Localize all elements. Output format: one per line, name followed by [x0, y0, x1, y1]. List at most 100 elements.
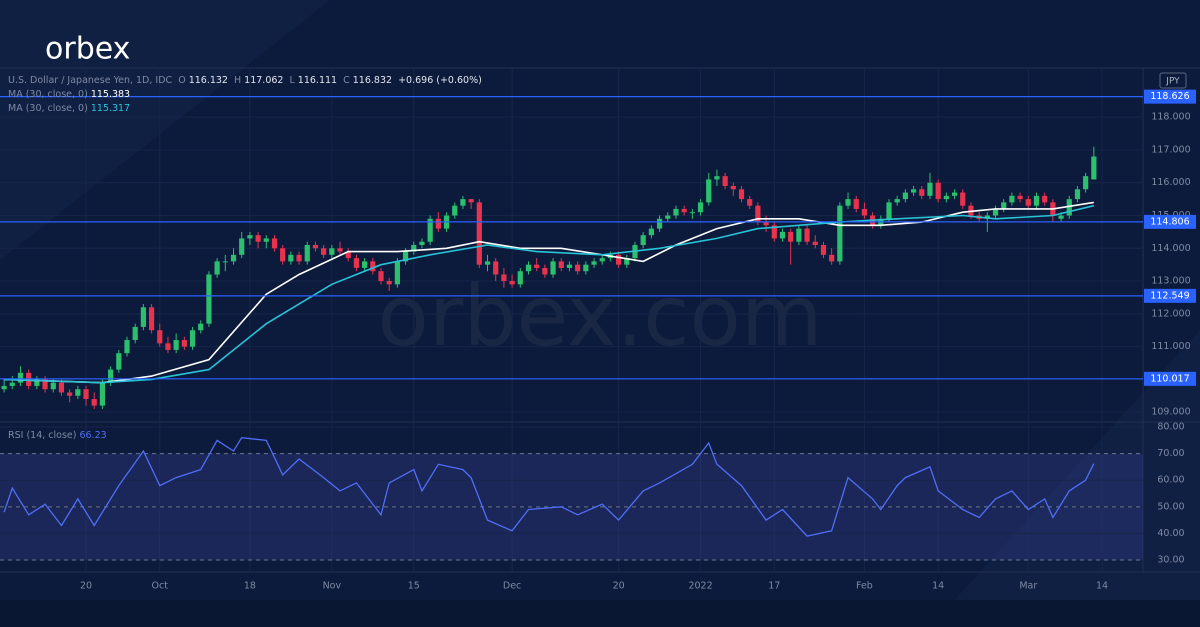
- candle-body: [91, 399, 97, 406]
- candle-body: [525, 264, 532, 272]
- candle-body: [312, 245, 319, 249]
- candle-body: [124, 340, 130, 354]
- ohlc-value: 116.832: [352, 75, 393, 86]
- candle-body: [1, 385, 7, 390]
- ohlc-label: C: [343, 75, 350, 86]
- candle-body: [181, 340, 187, 347]
- candle-body: [665, 215, 671, 219]
- ohlc-label: H: [234, 75, 242, 86]
- candle-body: [624, 258, 630, 265]
- candle-body: [50, 382, 56, 390]
- unit-label: JPY: [1165, 77, 1180, 87]
- rsi-line: [3, 437, 1095, 537]
- candle-body: [362, 261, 368, 268]
- candle-body: [402, 251, 409, 262]
- x-tick-label: Mar: [1019, 581, 1037, 592]
- candle-body: [640, 235, 646, 245]
- candle-body: [99, 382, 106, 406]
- y-tick-label: 30.00: [1157, 555, 1184, 566]
- candle-body: [820, 245, 827, 255]
- candle-body: [435, 218, 441, 229]
- ma-value: 115.383: [90, 89, 131, 100]
- candle-body: [788, 231, 794, 242]
- candle-body: [9, 382, 15, 386]
- y-tick-label: 112.000: [1151, 308, 1190, 319]
- level-label-box: [1144, 89, 1196, 104]
- candle-body: [837, 205, 843, 262]
- candle-body: [771, 225, 777, 239]
- ma-name: MA (30, close, 0): [8, 103, 88, 114]
- ma-legend: MA (30, close, 0) 115.317: [8, 103, 133, 114]
- candle-body: [1066, 199, 1072, 216]
- change: +0.696 (+0.60%): [398, 75, 482, 86]
- y-tick-label: 114.000: [1151, 243, 1190, 254]
- candle-body: [165, 343, 171, 350]
- candle-body: [894, 199, 900, 203]
- candle-body: [755, 205, 761, 223]
- candle-body: [116, 353, 122, 370]
- candle-body: [714, 176, 720, 180]
- candle-body: [108, 369, 114, 383]
- candle-body: [1001, 202, 1007, 209]
- candle-body: [353, 258, 360, 268]
- level-label-box: [1144, 288, 1196, 303]
- candle-body: [861, 208, 868, 216]
- candle-body: [960, 192, 966, 206]
- candle-body: [804, 228, 810, 242]
- candle-body: [616, 254, 622, 265]
- ohlc-label: L: [289, 75, 295, 86]
- candle-body: [222, 261, 228, 263]
- y-tick-label: 60.00: [1157, 475, 1184, 486]
- y-tick-label: 109.000: [1151, 407, 1190, 418]
- candle-body: [542, 267, 548, 275]
- candle-body: [427, 218, 433, 242]
- level-label-box: [1144, 371, 1196, 386]
- candle-body: [1042, 195, 1048, 203]
- ma-value: 115.317: [90, 103, 131, 114]
- candle-body: [730, 186, 736, 190]
- level-label: 112.549: [1150, 290, 1189, 301]
- candle-body: [763, 222, 769, 226]
- y-tick-label: 50.00: [1157, 501, 1184, 512]
- candle-body: [140, 307, 146, 327]
- candle-body: [673, 208, 679, 216]
- candle-body: [206, 274, 212, 324]
- candle-body: [951, 192, 958, 196]
- candle-body: [271, 238, 278, 249]
- y-tick-label: 117.000: [1151, 144, 1190, 155]
- y-tick-label: 113.000: [1151, 276, 1190, 287]
- candle-body: [378, 271, 384, 282]
- x-tick-label: 14: [1096, 581, 1108, 592]
- background-shape: [930, 330, 1200, 627]
- candle-body: [984, 215, 990, 219]
- candle-body: [321, 248, 327, 255]
- candle-body: [1058, 215, 1064, 219]
- background-shape: [0, 0, 330, 260]
- candle-body: [697, 202, 704, 213]
- y-tick-label: 116.000: [1151, 177, 1190, 188]
- candle-body: [812, 241, 818, 245]
- candle-body: [648, 228, 654, 236]
- candle-body: [280, 248, 286, 262]
- candle-body: [411, 245, 417, 252]
- candle-body: [738, 189, 745, 200]
- ohlc-value: 117.062: [244, 75, 284, 86]
- ma-name: MA (30, close, 0): [8, 89, 88, 100]
- symbol-legend: U.S. Dollar / Japanese Yen, 1D, IDC O 116…: [8, 75, 485, 86]
- y-tick-label: 118.000: [1151, 112, 1190, 123]
- candle-body: [853, 199, 859, 209]
- candle-body: [484, 261, 491, 265]
- candle-body: [263, 238, 269, 242]
- candle-body: [1083, 176, 1089, 190]
- candle-body: [189, 330, 196, 347]
- candle-body: [747, 199, 753, 206]
- candle-body: [534, 264, 540, 268]
- level-label: 114.806: [1150, 216, 1189, 227]
- candle-body: [1017, 195, 1023, 200]
- candle-body: [42, 379, 48, 390]
- candle-body: [198, 323, 204, 331]
- candle-body: [919, 189, 925, 196]
- rsi-legend: RSI (14, close) 66.23: [8, 430, 110, 441]
- candle-body: [493, 261, 499, 275]
